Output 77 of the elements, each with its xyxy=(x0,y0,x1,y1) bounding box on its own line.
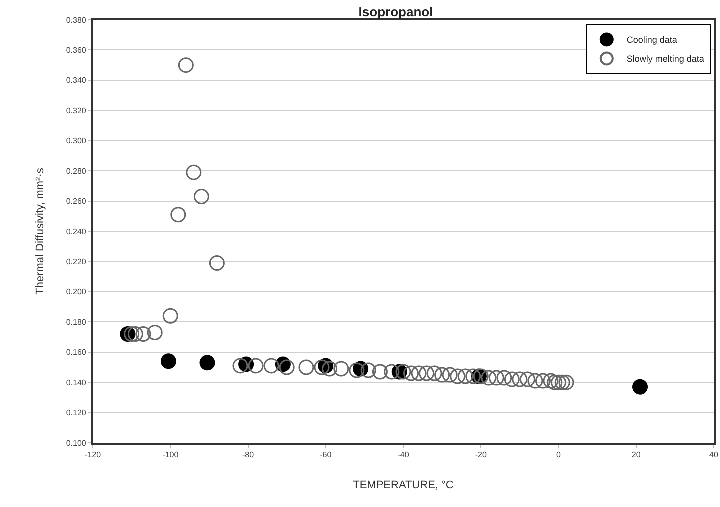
point xyxy=(547,374,563,390)
chart-title: Isopropanol xyxy=(358,4,434,20)
x-tick-label: -80 xyxy=(242,450,255,460)
point xyxy=(419,366,435,382)
point xyxy=(411,366,427,382)
y-tick-label: 0.100 xyxy=(66,438,87,448)
point xyxy=(396,364,412,380)
point xyxy=(232,358,248,374)
x-tick-label: 40 xyxy=(710,450,719,460)
x-tick-label: -100 xyxy=(162,450,180,460)
point xyxy=(209,255,225,271)
x-tick-label: -40 xyxy=(398,450,410,460)
y-tick-label: 0.120 xyxy=(66,408,87,418)
point xyxy=(200,355,216,371)
y-tick-label: 0.140 xyxy=(66,378,87,388)
point xyxy=(554,374,570,390)
point xyxy=(178,58,194,74)
x-tick-label: -20 xyxy=(475,450,488,460)
y-tick-label: 0.200 xyxy=(66,288,87,297)
point xyxy=(248,358,264,374)
y-tick-label: 0.240 xyxy=(66,227,87,236)
x-tick-label: -120 xyxy=(84,450,102,460)
point xyxy=(124,326,140,342)
point xyxy=(458,368,474,384)
point xyxy=(136,326,152,342)
point xyxy=(128,326,144,342)
point xyxy=(488,370,504,386)
point xyxy=(314,360,330,376)
point xyxy=(264,358,280,374)
y-tick-label: 0.320 xyxy=(66,106,87,116)
point xyxy=(360,362,376,378)
y-tick-label: 0.360 xyxy=(66,46,87,56)
point xyxy=(434,367,450,383)
y-tick-label: 0.160 xyxy=(66,348,87,358)
point xyxy=(520,372,536,388)
point xyxy=(558,374,574,390)
legend-label: Slowly melting data xyxy=(626,54,704,64)
point xyxy=(632,379,648,395)
y-tick-label: 0.220 xyxy=(66,258,87,267)
point xyxy=(528,373,544,389)
point xyxy=(322,361,338,377)
point xyxy=(543,373,559,389)
point xyxy=(334,361,350,377)
x-tick-label: -60 xyxy=(320,450,332,460)
x-axis-title: TEMPERATURE, °C xyxy=(353,479,454,492)
point xyxy=(481,370,497,386)
point xyxy=(186,164,202,180)
point xyxy=(512,372,528,388)
point xyxy=(496,370,512,386)
x-tick-label: 0 xyxy=(556,450,562,460)
legend-label: Cooling data xyxy=(626,35,678,46)
point xyxy=(442,367,458,383)
point xyxy=(426,366,442,382)
y-axis-title: Thermal Diffusivity, mm²·s xyxy=(34,168,47,295)
point xyxy=(279,360,295,376)
point xyxy=(466,368,482,384)
point xyxy=(504,372,520,388)
point xyxy=(349,362,365,378)
y-tick-label: 0.340 xyxy=(66,76,87,86)
point xyxy=(450,368,466,384)
y-tick-label: 0.180 xyxy=(66,318,87,327)
point xyxy=(170,207,186,223)
point xyxy=(384,364,400,380)
point xyxy=(551,374,566,390)
y-tick-label: 0.260 xyxy=(66,197,87,206)
point xyxy=(298,360,314,376)
x-tick-label: 20 xyxy=(632,450,642,460)
point xyxy=(535,373,551,389)
point xyxy=(147,324,163,340)
y-tick-label: 0.380 xyxy=(66,16,87,25)
y-tick-label: 0.300 xyxy=(66,136,87,146)
point xyxy=(404,366,420,382)
point xyxy=(372,364,388,380)
point xyxy=(194,189,210,204)
point xyxy=(162,308,178,324)
y-tick-label: 0.280 xyxy=(66,166,87,176)
point xyxy=(160,354,176,370)
